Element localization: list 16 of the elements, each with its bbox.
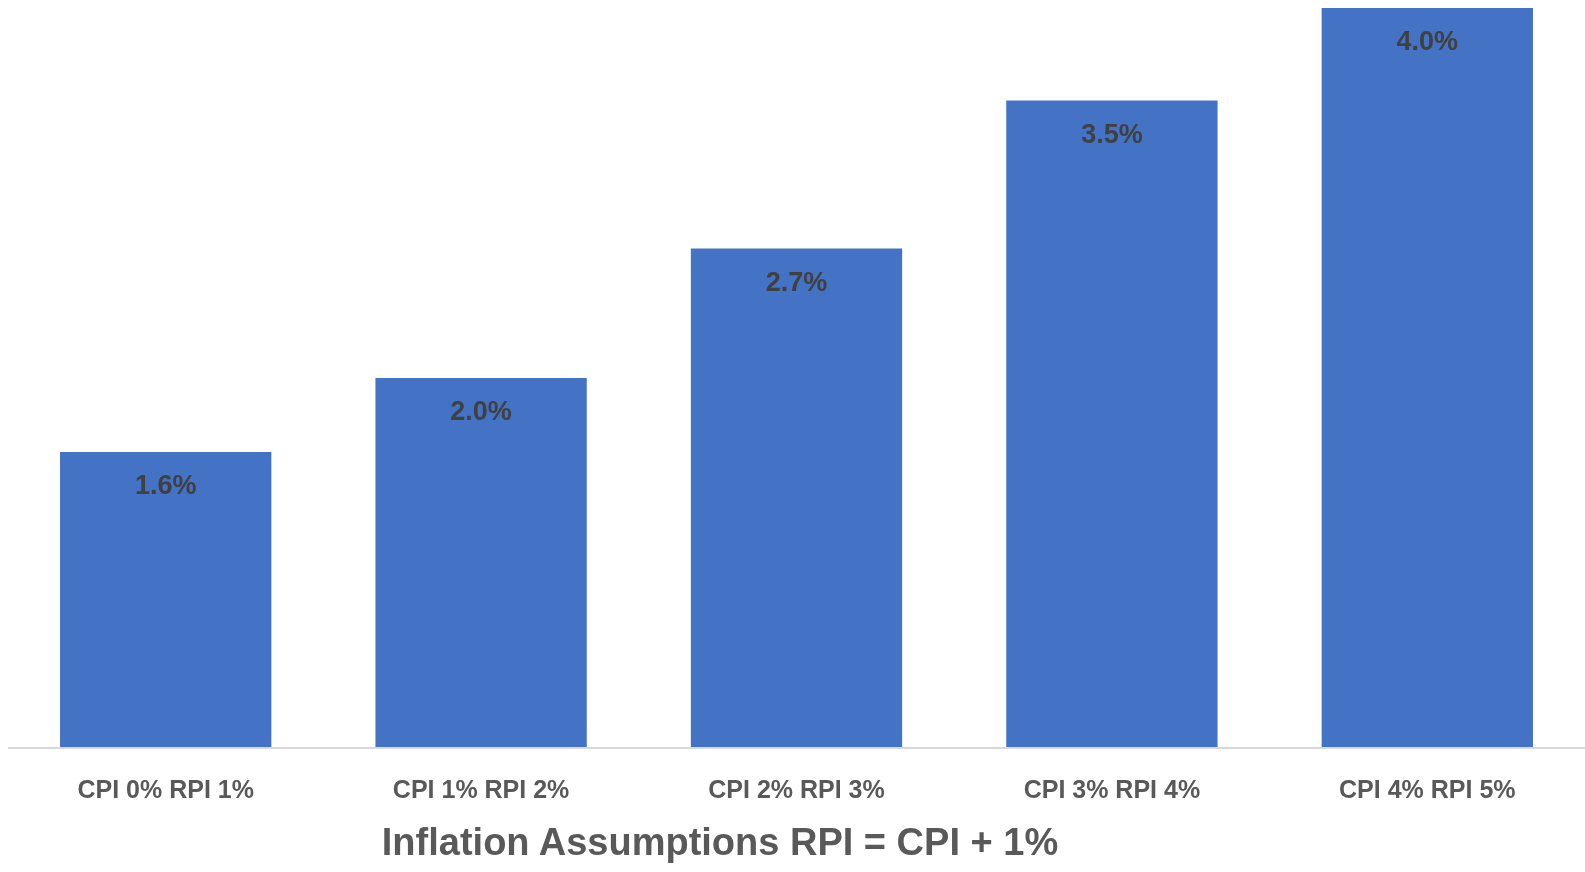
data-label: 1.6% — [134, 470, 197, 500]
x-axis-title: Inflation Assumptions RPI = CPI + 1% — [381, 821, 1059, 863]
bar — [690, 248, 903, 748]
x-tick-label: CPI 2% RPI 3% — [708, 775, 885, 803]
bar — [1321, 8, 1533, 748]
x-tick-label: CPI 3% RPI 4% — [1023, 775, 1201, 803]
data-label: 3.5% — [1081, 118, 1143, 149]
data-label: 2.0% — [450, 396, 512, 426]
x-tick-label: CPI 4% RPI 5% — [1339, 775, 1516, 803]
data-label: 4.0% — [1396, 26, 1459, 56]
data-label: 2.7% — [765, 266, 828, 297]
x-tick-label: CPI 0% RPI 1% — [77, 775, 254, 803]
bar — [1006, 100, 1218, 748]
bar — [375, 378, 587, 748]
x-tick-label: CPI 1% RPI 2% — [392, 775, 570, 803]
bar — [60, 452, 272, 748]
